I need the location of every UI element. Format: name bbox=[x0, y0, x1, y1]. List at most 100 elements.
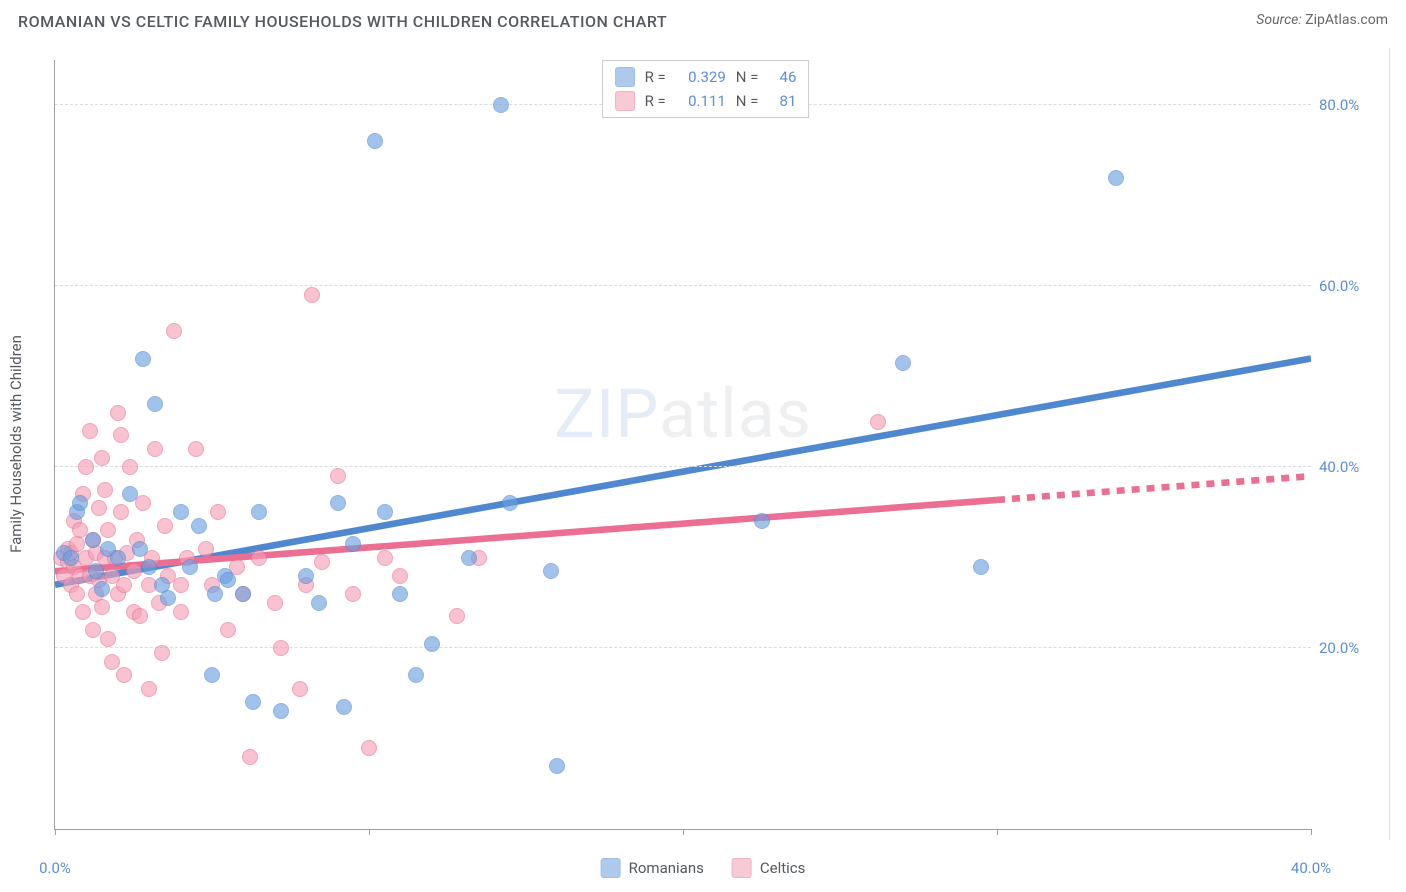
r-value-celtics: 0.111 bbox=[676, 92, 726, 110]
scatter-point bbox=[502, 495, 518, 511]
scatter-point bbox=[267, 595, 283, 611]
xtick bbox=[683, 829, 684, 835]
scatter-point bbox=[122, 486, 138, 502]
chart-container: Family Households with Children ZIPatlas… bbox=[22, 48, 1390, 840]
scatter-point bbox=[82, 423, 98, 439]
scatter-point bbox=[549, 758, 565, 774]
swatch-romanians bbox=[615, 67, 635, 87]
scatter-point bbox=[94, 599, 110, 615]
scatter-point bbox=[97, 482, 113, 498]
stats-row-romanians: R = 0.329 N = 46 bbox=[603, 65, 809, 89]
scatter-point bbox=[72, 495, 88, 511]
scatter-point bbox=[377, 550, 393, 566]
scatter-point bbox=[292, 681, 308, 697]
scatter-point bbox=[116, 667, 132, 683]
r-value-romanians: 0.329 bbox=[676, 68, 726, 86]
scatter-point bbox=[304, 287, 320, 303]
scatter-point bbox=[132, 608, 148, 624]
scatter-point bbox=[493, 97, 509, 113]
y-axis-label: Family Households with Children bbox=[7, 335, 25, 553]
ytick-label: 20.0% bbox=[1319, 639, 1383, 657]
legend-item-romanians: Romanians bbox=[601, 858, 704, 878]
xtick-label: 0.0% bbox=[39, 859, 71, 877]
scatter-point bbox=[273, 640, 289, 656]
scatter-point bbox=[754, 513, 770, 529]
scatter-point bbox=[1108, 170, 1124, 186]
scatter-point bbox=[63, 550, 79, 566]
scatter-point bbox=[242, 749, 258, 765]
scatter-point bbox=[122, 459, 138, 475]
source-value: ZipAtlas.com bbox=[1305, 12, 1388, 28]
scatter-point bbox=[408, 667, 424, 683]
scatter-point bbox=[141, 681, 157, 697]
watermark-b: atlas bbox=[659, 374, 812, 454]
scatter-point bbox=[116, 577, 132, 593]
scatter-point bbox=[314, 554, 330, 570]
scatter-point bbox=[220, 572, 236, 588]
scatter-point bbox=[147, 396, 163, 412]
stats-row-celtics: R = 0.111 N = 81 bbox=[603, 89, 809, 113]
scatter-point bbox=[392, 568, 408, 584]
scatter-point bbox=[126, 563, 142, 579]
scatter-point bbox=[166, 323, 182, 339]
scatter-point bbox=[69, 586, 85, 602]
scatter-point bbox=[367, 133, 383, 149]
n-label: N = bbox=[736, 68, 759, 86]
scatter-point bbox=[424, 636, 440, 652]
scatter-point bbox=[336, 699, 352, 715]
source-attribution: Source: ZipAtlas.com bbox=[1256, 12, 1388, 28]
scatter-point bbox=[135, 351, 151, 367]
scatter-point bbox=[173, 504, 189, 520]
trend-line-dashed bbox=[997, 476, 1311, 500]
scatter-point bbox=[88, 563, 104, 579]
swatch-celtics bbox=[732, 858, 752, 878]
legend-label-romanians: Romanians bbox=[629, 859, 704, 877]
scatter-plot: ZIPatlas 20.0%40.0%60.0%80.0%0.0%40.0% bbox=[54, 60, 1311, 830]
scatter-point bbox=[182, 559, 198, 575]
scatter-point bbox=[543, 563, 559, 579]
scatter-point bbox=[198, 541, 214, 557]
gridline-h bbox=[55, 285, 1311, 286]
scatter-point bbox=[85, 532, 101, 548]
scatter-point bbox=[154, 645, 170, 661]
scatter-point bbox=[132, 541, 148, 557]
scatter-point bbox=[245, 694, 261, 710]
xtick bbox=[997, 829, 998, 835]
scatter-point bbox=[75, 604, 91, 620]
r-label: R = bbox=[645, 92, 666, 110]
scatter-point bbox=[100, 631, 116, 647]
scatter-point bbox=[235, 586, 251, 602]
scatter-point bbox=[251, 550, 267, 566]
bottom-legend: Romanians Celtics bbox=[601, 858, 806, 878]
xtick bbox=[55, 829, 56, 835]
ytick-label: 60.0% bbox=[1319, 277, 1383, 295]
n-value-celtics: 81 bbox=[768, 92, 796, 110]
xtick bbox=[1311, 829, 1312, 835]
scatter-point bbox=[173, 604, 189, 620]
n-label: N = bbox=[736, 92, 759, 110]
scatter-point bbox=[113, 504, 129, 520]
scatter-point bbox=[870, 414, 886, 430]
scatter-point bbox=[311, 595, 327, 611]
scatter-point bbox=[85, 622, 101, 638]
scatter-point bbox=[141, 559, 157, 575]
scatter-point bbox=[392, 586, 408, 602]
scatter-point bbox=[113, 427, 129, 443]
trend-line bbox=[55, 359, 1311, 585]
scatter-point bbox=[461, 550, 477, 566]
scatter-point bbox=[204, 667, 220, 683]
scatter-point bbox=[330, 495, 346, 511]
legend-item-celtics: Celtics bbox=[732, 858, 806, 878]
scatter-point bbox=[110, 550, 126, 566]
xtick-label: 40.0% bbox=[1291, 859, 1331, 877]
scatter-point bbox=[895, 355, 911, 371]
n-value-romanians: 46 bbox=[768, 68, 796, 86]
scatter-point bbox=[110, 405, 126, 421]
scatter-point bbox=[210, 504, 226, 520]
scatter-point bbox=[273, 703, 289, 719]
ytick-label: 80.0% bbox=[1319, 96, 1383, 114]
scatter-point bbox=[78, 459, 94, 475]
scatter-point bbox=[160, 590, 176, 606]
watermark-a: ZIP bbox=[554, 374, 659, 454]
scatter-point bbox=[147, 441, 163, 457]
